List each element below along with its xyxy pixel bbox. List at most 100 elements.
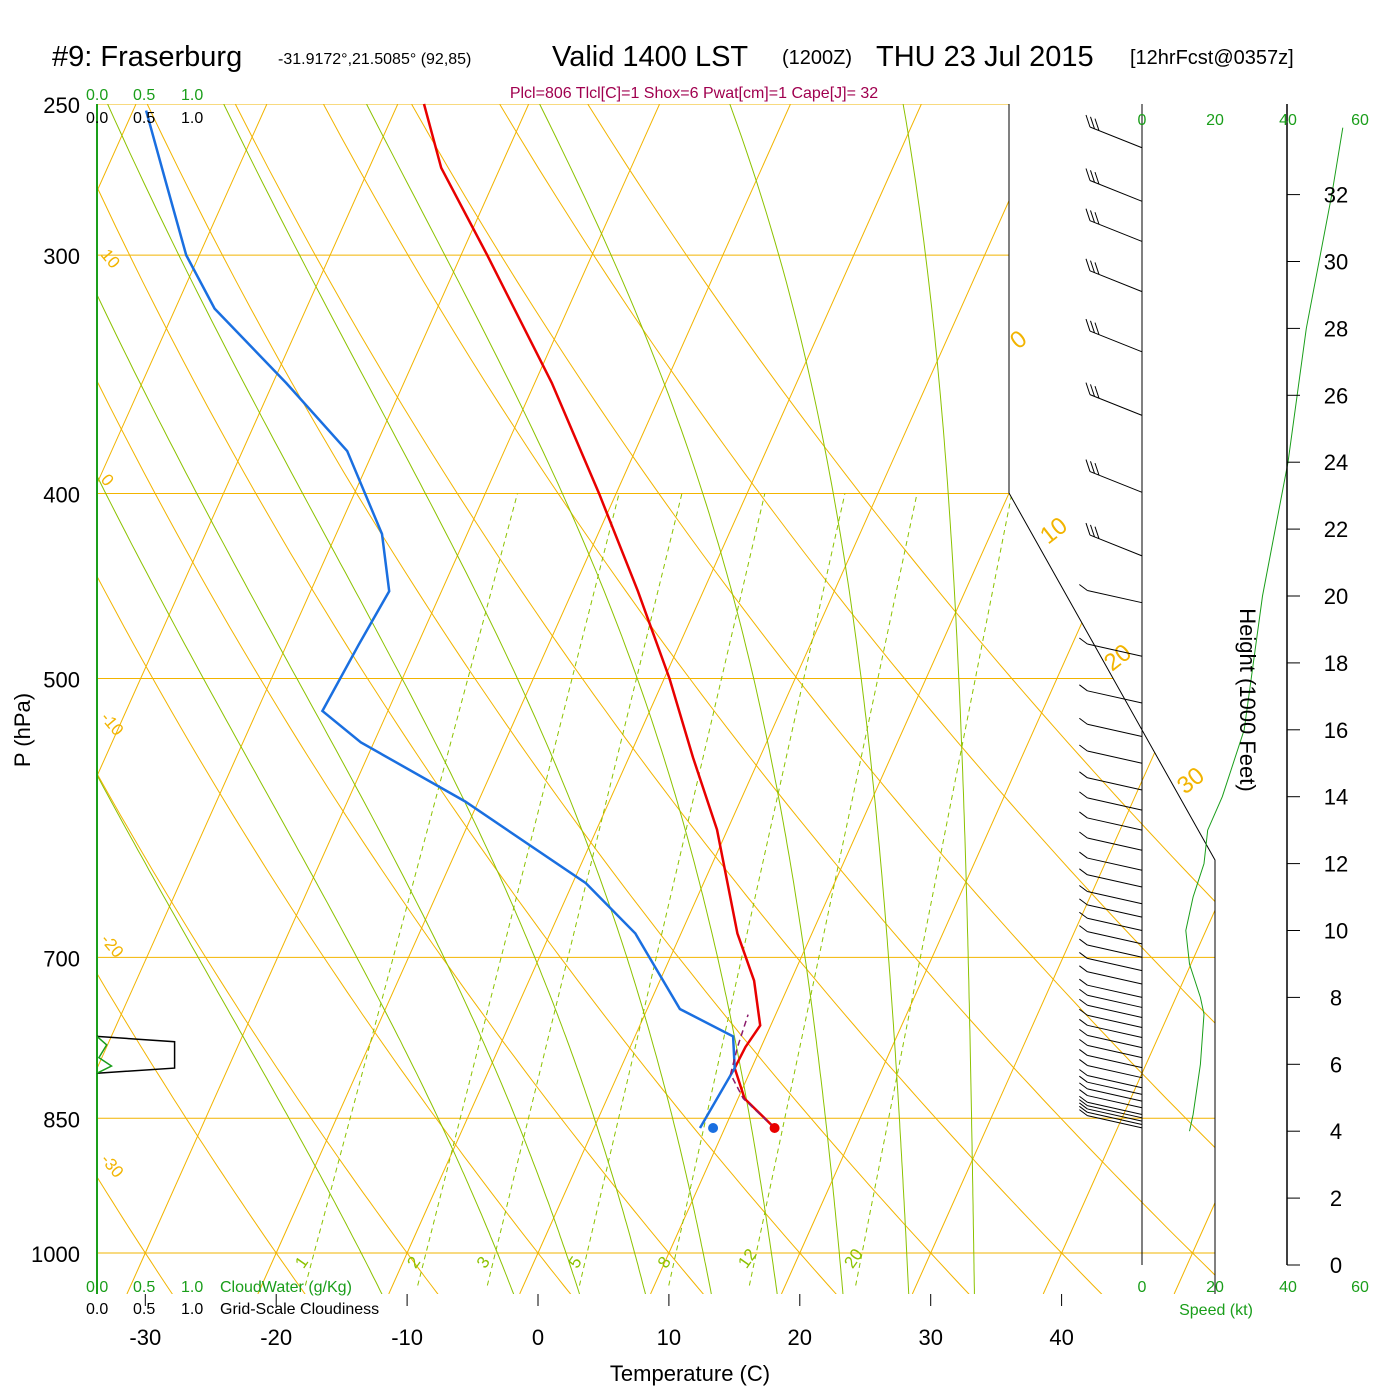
height-tick-20: 20	[1324, 584, 1348, 609]
wind-barb-21	[1087, 931, 1143, 945]
moist-adiabat-15	[223, 104, 714, 1294]
mixing-ratio-2	[417, 493, 620, 1286]
isotherm--10	[406, 104, 922, 1254]
cloudiness-label: Grid-Scale Cloudiness	[220, 1301, 379, 1318]
wind-barb-32	[1087, 723, 1143, 737]
wind-barb-tick-19	[1079, 952, 1088, 959]
cloudiness-scale-top-1: 0.5	[133, 110, 155, 127]
wind-barb-34	[1087, 643, 1143, 657]
stability-indices: Plcl=806 Tlcl[C]=1 Shox=6 Pwat[cm]=1 Cap…	[510, 85, 878, 102]
moist-adiabat-0	[97, 104, 517, 1294]
cloudwater-scale-bottom-1: 0.5	[133, 1279, 155, 1296]
surface-temperature-dot	[769, 1122, 780, 1133]
wind-barb-tick-16	[1079, 988, 1088, 996]
isotherm-ext-20	[780, 1252, 801, 1294]
wind-barb-tick-15	[1079, 998, 1088, 1006]
speed-tick-bottom-20: 20	[1206, 1279, 1224, 1296]
height-tick-10: 10	[1324, 919, 1348, 944]
dry-adiabat-70	[479, 104, 1215, 1294]
temperature-profile	[422, 103, 776, 1129]
wind-barb-27	[1087, 837, 1143, 851]
wind-barb-tick-33	[1079, 684, 1088, 692]
dry-adiabat--30	[97, 104, 178, 1294]
wind-barb-flag-40-1	[1090, 260, 1095, 273]
x-tick--30: -30	[129, 1325, 161, 1350]
speed-tick-top-20: 20	[1206, 112, 1224, 129]
wind-barb-flag-36-1	[1090, 524, 1095, 538]
dry-adiabat-20	[97, 104, 843, 1294]
isotherm--50	[97, 104, 399, 1254]
wind-barb-2	[1087, 1108, 1143, 1122]
forecast-run: [12hrFcst@0357z]	[1130, 47, 1294, 69]
dry-adiabat-80	[566, 104, 1215, 1294]
dry-adiabat-40	[218, 104, 1110, 1294]
wind-barb-flag-36-2	[1094, 526, 1100, 539]
wind-barb-3	[1087, 1105, 1143, 1119]
wind-barb-tick-4	[1079, 1095, 1088, 1103]
wind-barb-4	[1087, 1101, 1143, 1115]
wind-barb-tick-8	[1079, 1069, 1088, 1076]
wind-barb-tick-17	[1079, 978, 1088, 986]
cloudwater-label: CloudWater (g/Kg)	[220, 1279, 352, 1296]
wind-barb-28	[1087, 817, 1143, 831]
wind-barb-flag-42-0	[1085, 168, 1091, 181]
moist-adiabat-5	[97, 104, 583, 1294]
wind-barb-flag-37-0	[1085, 459, 1091, 472]
wind-barb-41	[1089, 220, 1143, 242]
wind-barb-tick-13	[1079, 1018, 1088, 1026]
wind-barb-tick-9	[1079, 1059, 1088, 1066]
moist-label-1: 10	[1035, 512, 1073, 550]
wind-barb-flag-43-2	[1094, 118, 1100, 131]
wind-barb-24	[1087, 891, 1143, 905]
wind-barb-20	[1087, 944, 1143, 958]
mixing-ratio-12	[748, 493, 918, 1286]
wind-barb-tick-24	[1079, 885, 1088, 892]
wind-barb-39	[1089, 330, 1143, 353]
wind-barb-29	[1087, 797, 1143, 811]
cloudiness-scale-bottom-0: 0.0	[86, 1301, 108, 1318]
wind-barb-flag-37-1	[1090, 461, 1095, 474]
wind-barb-35	[1087, 589, 1143, 604]
wind-barb-16	[1087, 994, 1143, 1008]
wind-barb-30	[1087, 777, 1143, 791]
wind-barb-flag-43-0	[1085, 114, 1091, 128]
moist-adiabat-35	[902, 104, 975, 1294]
dry-adiabat-label-2: -10	[97, 708, 127, 739]
wind-barb-flag-40-2	[1094, 262, 1100, 275]
height-tick-4: 4	[1330, 1119, 1342, 1144]
dry-adiabat-0	[97, 104, 577, 1294]
wind-barb-tick-34	[1079, 637, 1088, 645]
isotherm-ext--10	[388, 1252, 408, 1294]
moist-adiabat-20	[366, 104, 779, 1294]
isotherm-40	[1061, 104, 1215, 1254]
mixing-ratio-1	[304, 493, 518, 1286]
valid-time: Valid 1400 LST	[552, 41, 748, 73]
wind-barb-tick-3	[1079, 1099, 1088, 1106]
wind-barb-tick-18	[1079, 965, 1088, 973]
wind-barb-flag-42-2	[1094, 171, 1100, 185]
wind-barb-flag-38-0	[1085, 382, 1091, 395]
height-tick-16: 16	[1324, 718, 1348, 743]
mixing-ratio-label-5: 5	[565, 1253, 586, 1272]
moist-adiabat-25	[539, 104, 845, 1294]
wind-barb-tick-21	[1079, 925, 1088, 933]
height-tick-12: 12	[1324, 852, 1348, 877]
wind-barb-8	[1087, 1075, 1143, 1089]
sounding-profiles	[144, 103, 780, 1133]
height-tick-30: 30	[1324, 250, 1348, 275]
speed-tick-bottom-40: 40	[1279, 1279, 1297, 1296]
isotherm-ext-50	[1173, 1252, 1193, 1294]
x-tick-30: 30	[918, 1325, 942, 1350]
wind-barb-11	[1087, 1044, 1143, 1059]
speed-axis-label: Speed (kt)	[1179, 1302, 1253, 1319]
wind-barb-36	[1089, 534, 1143, 557]
wind-barb-tick-12	[1079, 1028, 1088, 1036]
mixing-ratio-20	[855, 493, 1013, 1286]
wind-barb-tick-26	[1079, 851, 1088, 859]
wind-barb-tick-5	[1079, 1089, 1088, 1096]
wind-barb-tick-27	[1079, 831, 1088, 839]
isotherm-ext--40	[0, 1253, 14, 1294]
height-tick-6: 6	[1330, 1052, 1342, 1077]
height-tick-32: 32	[1324, 183, 1348, 208]
isotherm-ext--30	[126, 1252, 146, 1294]
